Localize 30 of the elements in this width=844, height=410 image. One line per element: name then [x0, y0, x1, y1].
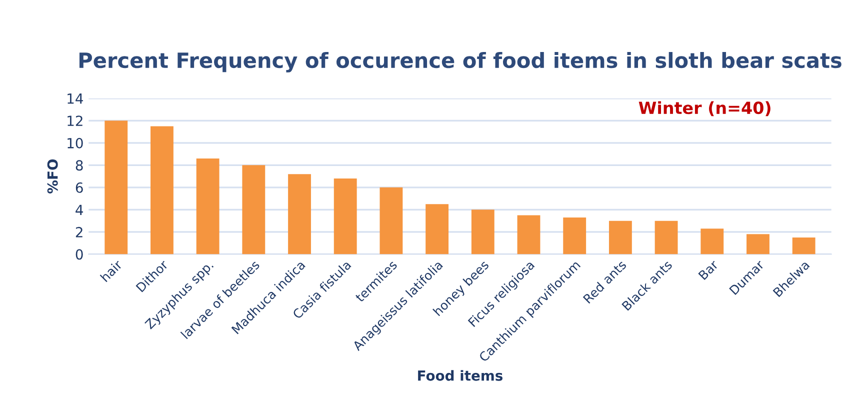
bar [380, 187, 403, 254]
bar [563, 217, 586, 254]
y-tick-label: 0 [76, 249, 83, 260]
y-tick-label: 8 [76, 160, 83, 171]
y-tick-label: 4 [76, 204, 83, 215]
chart-title: Percent Frequency of occurence of food items in sloth bear scats [79, 52, 842, 72]
bar [104, 120, 128, 254]
y-tick-label: 6 [76, 182, 83, 193]
bar [700, 228, 724, 254]
bar [608, 220, 632, 254]
y-tick-label: 14 [68, 94, 83, 104]
x-tick-label: hair [100, 259, 123, 282]
bar [196, 158, 220, 254]
bar [654, 220, 678, 254]
y-tick-label: 10 [68, 138, 83, 148]
x-axis-title: Food items [418, 370, 502, 381]
y-axis-title: %FO [47, 159, 58, 194]
bar [334, 178, 357, 254]
bar [242, 165, 266, 254]
bar [471, 210, 494, 254]
bar [517, 215, 540, 254]
bar [792, 238, 816, 254]
x-tick-label: Bar [698, 259, 719, 280]
annotation: Winter (n=40) [638, 101, 770, 116]
y-tick-label: 2 [76, 226, 82, 238]
y-tick-label: 12 [68, 116, 82, 126]
bar [288, 174, 311, 254]
bar [746, 234, 770, 254]
bar [426, 204, 449, 254]
bar [150, 126, 174, 254]
